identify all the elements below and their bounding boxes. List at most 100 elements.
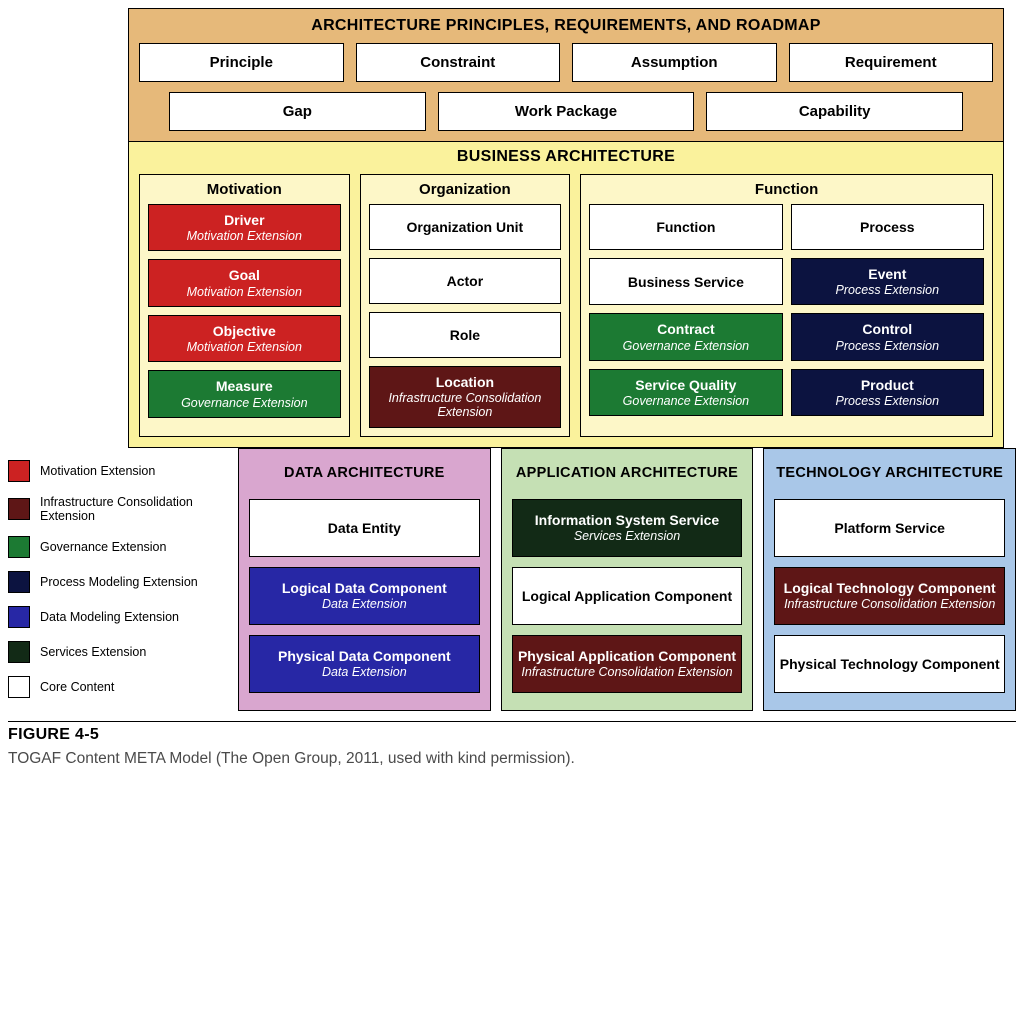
- label: Physical Data Component: [254, 648, 475, 664]
- box-physical-tech: Physical Technology Component: [774, 635, 1005, 693]
- box-logical-tech: Logical Technology ComponentInfrastructu…: [774, 567, 1005, 625]
- swatch: [8, 571, 30, 593]
- label: Organization Unit: [374, 219, 557, 235]
- legend-core: Core Content: [8, 676, 228, 698]
- sublabel: Process Extension: [796, 339, 979, 353]
- sublabel: Services Extension: [517, 529, 738, 543]
- sublabel: Infrastructure Consolidation Extension: [374, 391, 557, 420]
- box-contract: Contract Governance Extension: [589, 313, 782, 360]
- label: Physical Technology Component: [779, 656, 1000, 672]
- label: Control: [796, 321, 979, 337]
- business-title: BUSINESS ARCHITECTURE: [139, 148, 993, 166]
- label: Contract: [594, 321, 777, 337]
- label: Function: [594, 219, 777, 235]
- legend-label: Services Extension: [40, 645, 146, 659]
- label: Logical Data Component: [254, 580, 475, 596]
- organization-title: Organization: [369, 181, 562, 198]
- legend-label: Motivation Extension: [40, 464, 155, 478]
- swatch: [8, 536, 30, 558]
- swatch: [8, 460, 30, 482]
- figure-rule: [8, 721, 1016, 722]
- legend-label: Process Modeling Extension: [40, 575, 198, 589]
- label: Actor: [374, 273, 557, 289]
- label: Measure: [153, 378, 336, 394]
- legend-label: Core Content: [40, 680, 114, 694]
- label: Product: [796, 377, 979, 393]
- box-service-quality: Service QualityGovernance Extension: [589, 369, 782, 416]
- legend-label: Data Modeling Extension: [40, 610, 179, 624]
- lower-area: Motivation Extension Infrastructure Cons…: [8, 448, 1016, 711]
- sublabel: Motivation Extension: [153, 340, 336, 354]
- legend-label: Infrastructure Consolidation Extension: [40, 495, 228, 523]
- togaf-meta-model-diagram: ARCHITECTURE PRINCIPLES, REQUIREMENTS, A…: [8, 8, 1016, 768]
- organization-column: Organization Organization Unit Actor Rol…: [360, 174, 571, 437]
- label: Service Quality: [594, 377, 777, 393]
- label: Data Entity: [254, 520, 475, 536]
- box-gap: Gap: [169, 92, 426, 131]
- figure-caption: TOGAF Content META Model (The Open Group…: [8, 750, 1016, 768]
- function-column: Function Function Process Business Servi…: [580, 174, 993, 437]
- box-objective: ObjectiveMotivation Extension: [148, 315, 341, 362]
- swatch: [8, 606, 30, 628]
- box-requirement: Requirement: [789, 43, 994, 82]
- box-logical-data: Logical Data ComponentData Extension: [249, 567, 480, 625]
- sublabel: Motivation Extension: [153, 229, 336, 243]
- legend: Motivation Extension Infrastructure Cons…: [8, 448, 228, 711]
- label: Process: [796, 219, 979, 235]
- box-process: Process: [791, 204, 984, 250]
- box-data-entity: Data Entity: [249, 499, 480, 557]
- box-constraint: Constraint: [356, 43, 561, 82]
- box-measure: Measure Governance Extension: [148, 370, 341, 417]
- sublabel: Process Extension: [796, 283, 979, 297]
- label: Business Service: [594, 274, 777, 290]
- box-function: Function: [589, 204, 782, 250]
- swatch: [8, 676, 30, 698]
- label: Objective: [153, 323, 336, 339]
- label: Driver: [153, 212, 336, 228]
- data-architecture-section: DATA ARCHITECTURE Data Entity Logical Da…: [238, 448, 491, 711]
- application-architecture-section: APPLICATION ARCHITECTURE Information Sys…: [501, 448, 754, 711]
- sublabel: Infrastructure Consolidation Extension: [517, 665, 738, 679]
- sublabel: Process Extension: [796, 394, 979, 408]
- swatch: [8, 498, 30, 520]
- box-location: LocationInfrastructure Consolidation Ext…: [369, 366, 562, 428]
- principles-title: ARCHITECTURE PRINCIPLES, REQUIREMENTS, A…: [139, 17, 993, 35]
- app-arch-title: APPLICATION ARCHITECTURE: [512, 455, 743, 491]
- box-control: Control Process Extension: [791, 313, 984, 360]
- legend-process: Process Modeling Extension: [8, 571, 228, 593]
- sublabel: Governance Extension: [594, 394, 777, 408]
- sublabel: Governance Extension: [153, 396, 336, 410]
- label: Event: [796, 266, 979, 282]
- box-physical-app: Physical Application ComponentInfrastruc…: [512, 635, 743, 693]
- label: Physical Application Component: [517, 648, 738, 664]
- label: Goal: [153, 267, 336, 283]
- sublabel: Governance Extension: [594, 339, 777, 353]
- label: Location: [374, 374, 557, 390]
- motivation-column: Motivation DriverMotivation Extension Go…: [139, 174, 350, 437]
- label: Logical Technology Component: [779, 580, 1000, 596]
- box-role: Role: [369, 312, 562, 358]
- box-product: ProductProcess Extension: [791, 369, 984, 416]
- tech-arch-title: TECHNOLOGY ARCHITECTURE: [774, 455, 1005, 491]
- box-org-unit: Organization Unit: [369, 204, 562, 250]
- legend-services: Services Extension: [8, 641, 228, 663]
- box-principle: Principle: [139, 43, 344, 82]
- label: Information System Service: [517, 512, 738, 528]
- figure-label: FIGURE 4-5: [8, 726, 1016, 744]
- legend-motivation: Motivation Extension: [8, 460, 228, 482]
- function-title: Function: [589, 181, 984, 198]
- data-arch-title: DATA ARCHITECTURE: [249, 455, 480, 491]
- sublabel: Motivation Extension: [153, 285, 336, 299]
- box-logical-app: Logical Application Component: [512, 567, 743, 625]
- box-business-service: Business Service: [589, 258, 782, 305]
- motivation-title: Motivation: [148, 181, 341, 198]
- technology-architecture-section: TECHNOLOGY ARCHITECTURE Platform Service…: [763, 448, 1016, 711]
- sublabel: Infrastructure Consolidation Extension: [779, 597, 1000, 611]
- box-platform-service: Platform Service: [774, 499, 1005, 557]
- legend-infra: Infrastructure Consolidation Extension: [8, 495, 228, 523]
- box-event: EventProcess Extension: [791, 258, 984, 305]
- box-goal: Goal Motivation Extension: [148, 259, 341, 306]
- business-architecture-section: BUSINESS ARCHITECTURE Motivation DriverM…: [128, 142, 1004, 448]
- principles-row-2: Gap Work Package Capability: [139, 92, 993, 131]
- legend-label: Governance Extension: [40, 540, 166, 554]
